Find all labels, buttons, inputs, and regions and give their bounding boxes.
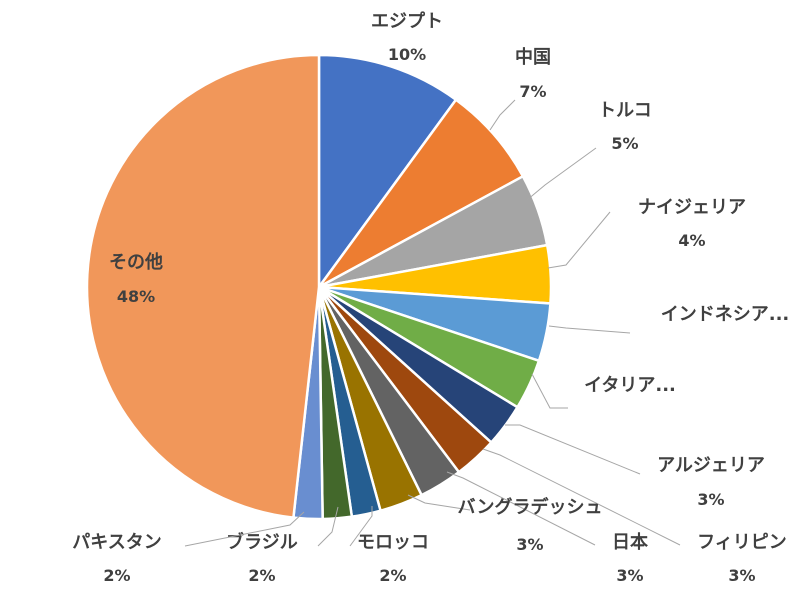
slice-label: インドネシア... (661, 304, 790, 325)
slice-label: 中国 (515, 46, 551, 68)
slice-percent-label: 7% (519, 82, 546, 101)
leader-line (446, 471, 596, 546)
slice-label: フィリピン (697, 532, 787, 553)
slice-percent-label: 2% (248, 566, 275, 585)
leader-line (526, 147, 597, 201)
slice-percent-label: 3% (697, 490, 724, 509)
slice-label: アルジェリア (657, 455, 765, 476)
slice-percent-label: 3% (728, 566, 755, 585)
slice-percent-label: 3% (616, 566, 643, 585)
leader-line (505, 424, 641, 475)
slice-percent-label: 4% (678, 231, 705, 250)
slice-percent-label: 5% (611, 134, 638, 153)
slice-label: その他 (109, 251, 163, 273)
leader-line (349, 506, 373, 547)
slice-label: エジプト (371, 10, 443, 32)
pie-slice[interactable] (317, 97, 525, 289)
slice-percent-label: 2% (379, 566, 406, 585)
slice-label: ナイジェリア (638, 197, 746, 218)
slice-label: トルコ (598, 100, 652, 121)
pie-slice[interactable] (85, 53, 321, 519)
leader-line (531, 373, 568, 409)
pie-slice[interactable] (317, 53, 458, 291)
slice-percent-label: 48% (117, 287, 155, 306)
slice-label: イタリア... (584, 375, 676, 396)
leader-line (548, 325, 631, 334)
slice-percent-label: 3% (516, 535, 543, 554)
leader-line (489, 99, 516, 131)
leader-line (482, 448, 681, 546)
leader-line (547, 211, 611, 269)
slice-label: モロッコ (357, 532, 429, 553)
leader-line (184, 511, 305, 547)
slice-percent-label: 2% (103, 566, 130, 585)
slice-percent-label: 10% (388, 45, 426, 64)
slice-label: 日本 (612, 531, 648, 553)
slice-label: パキスタン (72, 532, 161, 553)
leader-line (317, 506, 339, 547)
slice-label: バングラデッシュ (458, 496, 603, 518)
leader-line (407, 494, 471, 511)
slice-label: ブラジル (226, 531, 298, 553)
